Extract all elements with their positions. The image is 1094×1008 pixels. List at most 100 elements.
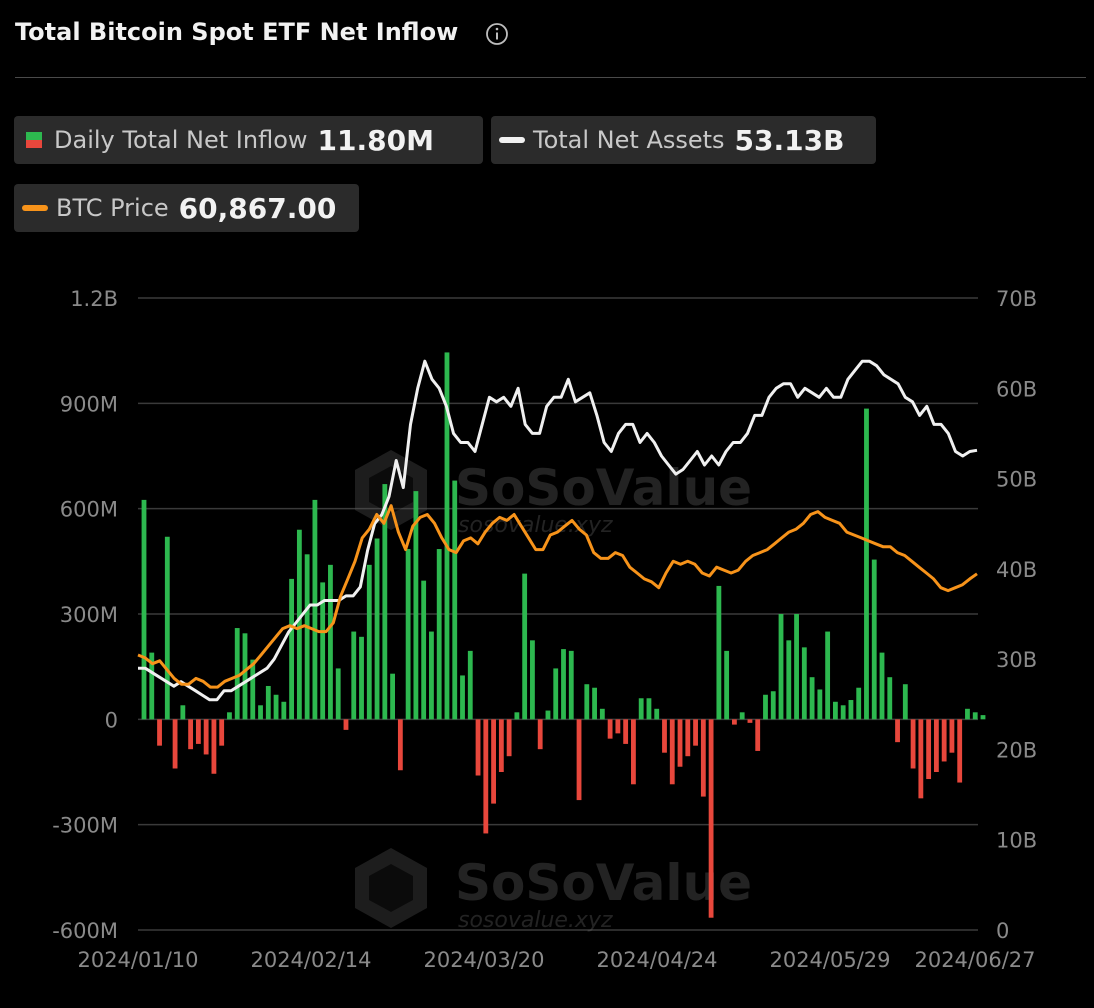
inflow-bar [421, 580, 427, 720]
chart-title: Total Bitcoin Spot ETF Net Inflow [15, 18, 459, 46]
inflow-bar [553, 668, 559, 720]
inflow-bar [250, 659, 256, 720]
legend-assets-label: Total Net Assets [533, 126, 725, 154]
inflow-bar [320, 582, 326, 720]
inflow-bar [662, 719, 667, 753]
right-tick-label: 70B [996, 287, 1037, 311]
inflow-bar [366, 564, 372, 720]
inflow-bar [763, 694, 768, 720]
x-tick-label: 2024/06/27 [914, 948, 1035, 972]
right-tick-label: 0 [996, 919, 1009, 943]
inflow-bar [164, 536, 170, 720]
inflow-bar [467, 650, 473, 720]
watermark-url-bottom: sosovalue.xyz [458, 908, 613, 933]
inflow-bar [693, 719, 698, 746]
inflow-bar [514, 712, 520, 720]
inflow-bar [895, 719, 900, 743]
inflow-bar [576, 719, 582, 801]
inflow-bar [561, 649, 566, 720]
inflow-bar [747, 719, 753, 723]
inflow-bar [817, 689, 823, 720]
left-axis: 1.2B 900M 600M 300M 0 -300M -600M [52, 287, 118, 943]
inflow-bar [825, 631, 831, 720]
inflow-bar [335, 668, 341, 720]
inflow-bar [273, 694, 279, 720]
inflow-bar [840, 705, 846, 720]
inflow-bar [405, 549, 411, 720]
watermark-brand-top: SoSoValue [455, 459, 752, 517]
x-tick-label: 2024/05/29 [769, 948, 890, 972]
chart-plot: SoSoValue sosovalue.xyz SoSoValue sosova… [52, 287, 1037, 972]
legend-item-inflow[interactable]: Daily Total Net Inflow 11.80M [14, 116, 483, 164]
inflow-bar [933, 719, 939, 772]
inflow-bar [343, 719, 349, 730]
watermark-brand-bottom: SoSoValue [455, 854, 752, 912]
right-tick-label: 30B [996, 648, 1037, 672]
inflow-bar [545, 710, 551, 720]
inflow-bar [638, 698, 644, 720]
legend-inflow-label: Daily Total Net Inflow [54, 126, 308, 154]
legend-item-price[interactable]: BTC Price 60,867.00 [14, 184, 359, 232]
inflow-bar [848, 700, 854, 720]
inflow-bar [180, 705, 186, 720]
price-line-swatch-icon [22, 205, 48, 211]
inflow-bar [631, 719, 636, 785]
left-tick-label: -600M [52, 919, 118, 943]
legend-price-label: BTC Price [56, 194, 169, 222]
x-tick-label: 2024/01/10 [77, 948, 198, 972]
inflow-bar [654, 708, 660, 720]
inflow-bar [506, 719, 512, 757]
legend-price-value: 60,867.00 [178, 191, 337, 225]
inflow-bar [172, 719, 178, 769]
inflow-bar [941, 719, 947, 762]
inflow-bar [902, 684, 908, 720]
right-tick-label: 20B [996, 738, 1037, 762]
inflow-bar [685, 719, 691, 757]
assets-line-swatch-icon [499, 137, 525, 143]
inflow-bar [700, 719, 706, 797]
inflow-bar [281, 701, 287, 720]
legend-item-assets[interactable]: Total Net Assets 53.13B [491, 116, 876, 164]
inflow-bar [879, 652, 885, 720]
inflow-bar [351, 631, 357, 720]
inflow-bar [374, 538, 380, 720]
info-icon[interactable] [485, 22, 509, 46]
inflow-bar [623, 719, 629, 744]
inflow-bar [219, 719, 225, 746]
inflow-bar [203, 719, 209, 755]
right-tick-label: 10B [996, 829, 1037, 853]
left-tick-label: 900M [60, 392, 118, 416]
inflow-bar [755, 719, 761, 751]
inflow-bar [289, 578, 295, 720]
legend-inflow-value: 11.80M [317, 123, 434, 157]
left-tick-label: 300M [60, 603, 118, 627]
inflow-bar [227, 712, 232, 720]
inflow-bar [157, 719, 162, 746]
inflow-bar [195, 719, 201, 744]
inflow-bar [801, 647, 807, 720]
inflow-bar [265, 685, 271, 720]
inflow-bar [887, 677, 893, 720]
inflow-bar [141, 499, 147, 720]
inflow-bar [242, 633, 248, 720]
inflow-bar [972, 712, 978, 720]
watermark-bottom: SoSoValue sosovalue.xyz [355, 848, 752, 933]
inflow-bar [460, 675, 465, 720]
inflow-bar [980, 715, 986, 720]
inflow-bar [397, 719, 403, 771]
inflow-bar [965, 708, 970, 720]
right-tick-label: 60B [996, 377, 1037, 401]
inflow-bar [918, 719, 924, 799]
inflow-bar [429, 631, 434, 720]
inflow-bar [234, 628, 240, 720]
inflow-bar [669, 719, 675, 785]
inflow-bar [382, 484, 388, 720]
x-axis: 2024/01/10 2024/02/14 2024/03/20 2024/04/24… [77, 948, 1035, 972]
inflow-bar [832, 701, 838, 720]
inflow-bar [584, 684, 590, 720]
inflow-bar [646, 698, 652, 720]
right-axis: 70B 60B 50B 40B 30B 20B 10B 0 [996, 287, 1037, 943]
inflow-bar [491, 719, 496, 804]
x-tick-label: 2024/04/24 [596, 948, 717, 972]
inflow-bar [856, 687, 862, 720]
